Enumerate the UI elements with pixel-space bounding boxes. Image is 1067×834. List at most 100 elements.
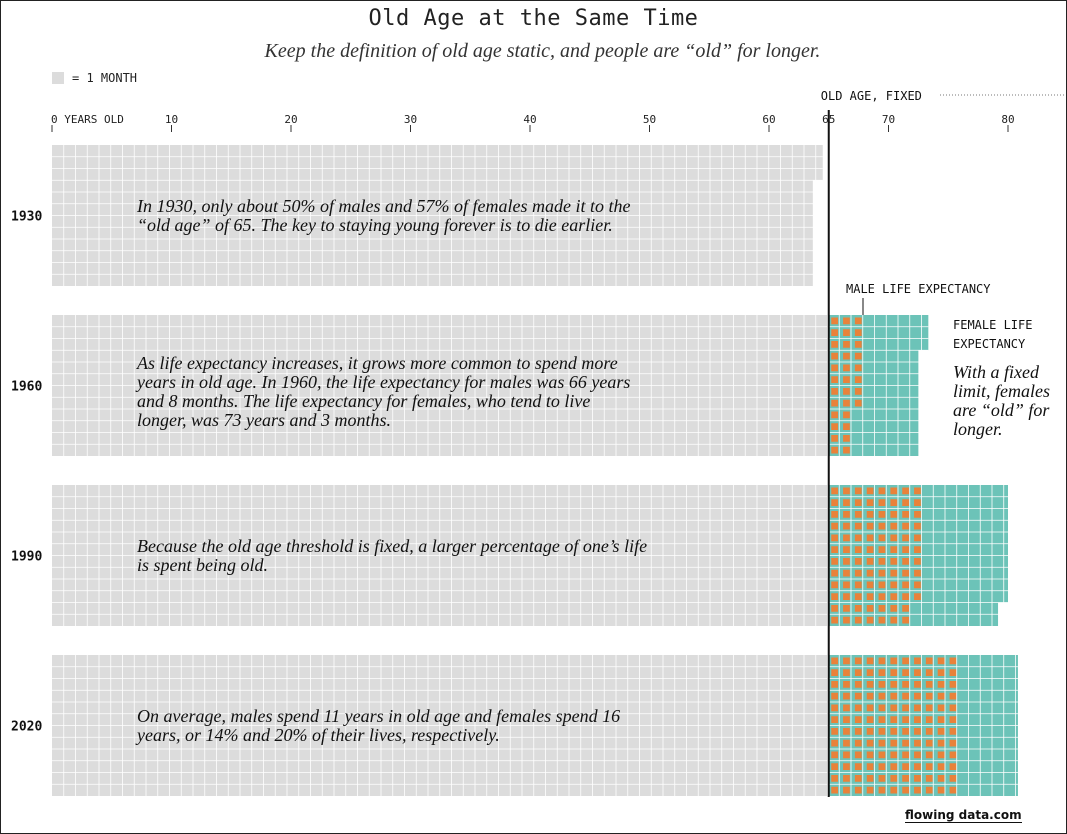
- waffle-row-young: [52, 239, 813, 251]
- waffle-row-young: [52, 508, 829, 521]
- male-old-month: [831, 534, 838, 542]
- male-old-month: [890, 692, 898, 700]
- note-line: and 8 months. The life expectancy for fe…: [137, 391, 591, 411]
- male-old-month: [854, 364, 862, 372]
- waffle-row-young: [52, 543, 829, 556]
- waffle-row-old: [828, 409, 919, 421]
- male-old-month: [843, 446, 850, 454]
- male-old-month: [890, 593, 898, 600]
- male-old-month: [925, 692, 933, 700]
- waffle-row-young: [52, 373, 829, 386]
- male-old-month: [831, 739, 838, 747]
- male-old-month: [914, 763, 921, 770]
- waffle-row-old: [828, 350, 919, 362]
- male-old-month: [854, 546, 862, 553]
- fixed-limit-note-line: longer.: [953, 419, 1003, 439]
- male-old-month: [866, 511, 874, 518]
- male-old-month: [831, 352, 838, 360]
- male-old-month: [925, 716, 933, 723]
- male-old-month: [854, 786, 862, 794]
- note-line: “old age” of 65. The key to staying youn…: [137, 215, 613, 235]
- waffle-row-young: [52, 702, 829, 714]
- male-old-month: [914, 558, 921, 565]
- waffle-row-young: [52, 602, 829, 615]
- waffle-row-old: [828, 725, 1018, 738]
- waffle-row-young: [52, 168, 823, 181]
- male-old-month: [878, 657, 886, 665]
- waffle-row-young: [52, 315, 829, 327]
- male-old-month: [866, 704, 874, 712]
- male-old-month: [854, 716, 862, 723]
- waffle-row-old: [828, 760, 1018, 773]
- fixed-limit-note-line: are “old” for: [953, 400, 1050, 420]
- fixed-limit-note-line: limit, females: [953, 381, 1050, 401]
- male-old-month: [902, 569, 909, 577]
- male-old-month: [854, 487, 862, 495]
- fixed-limit-note-line: With a fixed: [953, 362, 1039, 382]
- waffle-row-old: [828, 444, 919, 456]
- waffle-row-young: [52, 749, 829, 761]
- legend-label: = 1 MONTH: [72, 71, 138, 85]
- note-line: On average, males spend 11 years in old …: [137, 706, 621, 726]
- male-old-month: [854, 616, 862, 624]
- male-old-month: [890, 616, 898, 624]
- waffle-row-old: [828, 338, 929, 351]
- male-old-month: [914, 681, 921, 688]
- male-old-month: [890, 546, 898, 553]
- note-line: years in old age. In 1960, the life expe…: [137, 372, 631, 392]
- male-old-month: [854, 499, 862, 506]
- note-line: years, or 14% and 20% of their lives, re…: [137, 725, 500, 745]
- male-old-month: [854, 388, 862, 395]
- male-old-month: [925, 704, 933, 712]
- male-old-month: [831, 446, 838, 454]
- male-old-month: [866, 487, 874, 495]
- male-old-month: [902, 681, 909, 688]
- male-old-month: [843, 681, 850, 688]
- male-old-month: [925, 681, 933, 688]
- waffle-row-old: [828, 326, 929, 339]
- waffle-row-young: [52, 397, 829, 409]
- male-old-month: [854, 569, 862, 577]
- male-old-month: [925, 763, 933, 770]
- waffle-row-old: [828, 784, 1018, 796]
- male-old-month: [902, 558, 909, 565]
- male-old-month: [878, 751, 886, 759]
- male-old-month: [831, 786, 838, 794]
- male-old-month: [949, 692, 957, 700]
- waffle-row-old: [828, 666, 1018, 679]
- male-old-month: [878, 728, 886, 735]
- male-old-month: [854, 739, 862, 747]
- male-old-month: [831, 511, 838, 518]
- male-old-month: [831, 581, 838, 589]
- note-1990: Because the old age threshold is fixed, …: [137, 537, 647, 575]
- credit-flowingdata: flowing data.com: [905, 808, 1022, 823]
- male-old-month: [831, 546, 838, 553]
- male-old-month: [914, 728, 921, 735]
- year-label: 1930: [11, 210, 42, 225]
- male-old-month: [866, 751, 874, 759]
- male-old-month: [902, 763, 909, 770]
- waffle-row-young: [52, 772, 829, 785]
- male-old-month: [854, 534, 862, 542]
- male-old-month: [854, 593, 862, 600]
- male-old-month: [831, 329, 838, 336]
- male-old-month: [831, 388, 838, 395]
- male-old-month: [902, 786, 909, 794]
- waffle-row-old: [828, 713, 1018, 726]
- waffle-row-old: [828, 397, 919, 409]
- male-old-month: [831, 423, 838, 430]
- male-old-month: [831, 558, 838, 565]
- waffle-row-young: [52, 784, 829, 796]
- male-old-month: [878, 581, 886, 589]
- male-old-month: [937, 704, 945, 712]
- male-old-month: [914, 487, 921, 495]
- male-old-month: [902, 499, 909, 506]
- male-old-month: [878, 499, 886, 506]
- male-old-month: [843, 352, 850, 360]
- male-old-month: [866, 593, 874, 600]
- male-old-month: [854, 728, 862, 735]
- male-old-month: [890, 534, 898, 542]
- male-old-month: [914, 751, 921, 759]
- waffle-row-old: [828, 385, 919, 398]
